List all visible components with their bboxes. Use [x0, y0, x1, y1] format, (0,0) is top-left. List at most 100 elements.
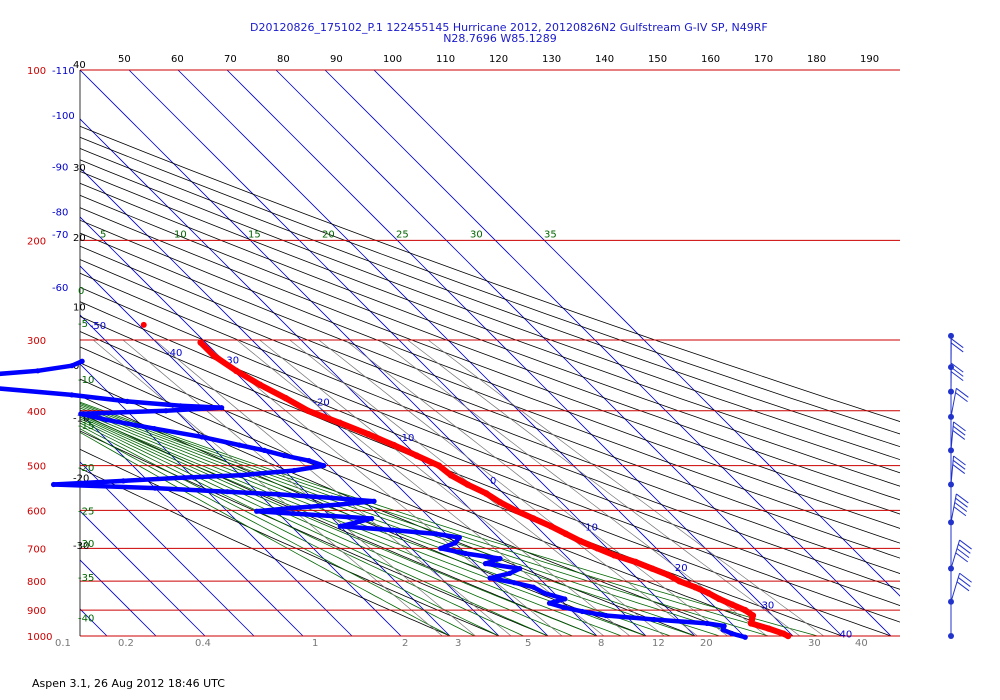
dewpoint-segment [35, 363, 75, 374]
dewpoint-point [152, 485, 158, 491]
dewpoint-segment [276, 492, 334, 501]
dewpoint-point [560, 604, 567, 610]
wind-barb-flag [958, 543, 971, 554]
mixing-ratio-line [289, 339, 665, 636]
mixing-ratio-label: 30 [808, 638, 821, 649]
wind-barb-flag [956, 548, 970, 558]
dewpoint-point [720, 627, 726, 633]
dewpoint-point [124, 398, 130, 404]
dewpoint-segment [163, 405, 224, 414]
footer-caption: Aspen 3.1, 26 Aug 2012 18:46 UTC [32, 677, 225, 690]
dewpoint-point [163, 408, 169, 414]
background-grid [80, 70, 900, 636]
dewpoint-point [369, 515, 375, 522]
dewpoint-point [507, 570, 513, 576]
temperature-segment [512, 507, 537, 522]
isotherm-label: -50 [90, 321, 106, 332]
wind-barb-flag [958, 577, 971, 587]
moist-adiabat-label: 30 [470, 229, 483, 240]
isotherm-line [275, 70, 843, 636]
temperature-segment [305, 407, 343, 426]
dry-adiabat-line [80, 194, 900, 501]
temperature-segment [233, 367, 264, 388]
wind-barb-flag [953, 421, 966, 432]
top-axis-label: 180 [807, 54, 826, 65]
dry-adiabat-line [80, 346, 794, 636]
dewpoint-point [562, 596, 568, 602]
temperature-segment [611, 552, 639, 565]
wind-barb-flag [952, 430, 966, 440]
dewpoint-point [120, 478, 126, 484]
temperature-isolated-point [140, 321, 147, 328]
dewpoint-segment [338, 524, 396, 533]
dewpoint-point [50, 481, 57, 488]
dewpoint-point [289, 505, 296, 511]
mixing-ratio-label: 1 [312, 638, 318, 649]
dewpoint-segment [254, 509, 322, 518]
pressure-label: 900 [27, 606, 46, 617]
isotherm-label: -20 [313, 397, 329, 408]
dry-adiabat-label: 0 [73, 361, 79, 372]
dry-adiabat-line [80, 232, 900, 544]
dewpoint-segment [51, 482, 158, 491]
wind-barb-flag [952, 464, 966, 474]
dewpoint-point [704, 620, 710, 626]
temperature-segment [211, 352, 240, 374]
isotherm-line [226, 70, 794, 636]
dewpoint-point [742, 634, 748, 640]
moist-adiabat-label: 25 [396, 229, 409, 240]
mixing-ratio-line [199, 339, 563, 636]
dewpoint-segment [0, 368, 41, 377]
isotherm-label: -30 [223, 356, 239, 367]
mixing-ratio-label: 40 [855, 638, 868, 649]
mixing-ratio-label: 3 [455, 638, 461, 649]
dewpoint-point [456, 534, 462, 541]
pressure-label: 400 [27, 407, 46, 418]
temperature-segment [530, 515, 554, 530]
wind-barb-flag [954, 502, 968, 512]
top-axis-label: 150 [648, 54, 667, 65]
dewpoint-point [219, 405, 225, 411]
dewpoint-segment [651, 617, 710, 626]
top-axis-label: 100 [383, 54, 402, 65]
isotherm-line [80, 608, 108, 636]
isotherm-line [80, 510, 206, 636]
mixing-ratio-label: 12 [652, 638, 665, 649]
dewpoint-point [452, 540, 458, 546]
dewpoint-segment [78, 411, 109, 423]
mixing-ratio-label: 5 [525, 638, 531, 649]
isotherm-label: 30 [762, 601, 775, 612]
dewpoint-point [306, 458, 312, 464]
dewpoint-point [69, 392, 75, 398]
dewpoint-segment [433, 531, 462, 540]
isotherm-line [80, 363, 353, 636]
dewpoint-segment [704, 621, 727, 629]
mixing-ratio-line [344, 339, 728, 636]
wind-barb-flag [959, 572, 972, 583]
pressure-label: 700 [27, 544, 46, 555]
temperature-segment [282, 395, 312, 414]
isotherm-line [324, 70, 892, 636]
mixing-ratio-label: 20 [700, 638, 713, 649]
dewpoint-point [103, 417, 110, 423]
pressure-label: 800 [27, 577, 46, 588]
isotherm-line [80, 412, 304, 636]
temperature-segment [747, 620, 772, 632]
temperature-segment [365, 431, 397, 449]
dewpoint-point [328, 495, 335, 501]
isotherm-label: -100 [52, 111, 75, 122]
moist-adiabat-label: -30 [78, 539, 94, 550]
dewpoint-point [729, 630, 735, 637]
isotherm-label: -70 [52, 230, 68, 241]
dry-adiabat-line [80, 136, 900, 435]
wind-barb-flag [950, 338, 964, 349]
dewpoint-point [321, 463, 327, 469]
dry-adiabat-line [80, 219, 900, 529]
dry-adiabat-line [80, 330, 843, 636]
dewpoint-point [236, 442, 243, 448]
isotherm-label: -10 [398, 433, 414, 444]
dewpoint-point [438, 545, 444, 551]
dewpoint-point [316, 512, 323, 518]
wind-barb-flag [956, 581, 970, 592]
mixing-ratio-label: 0.4 [195, 638, 211, 649]
